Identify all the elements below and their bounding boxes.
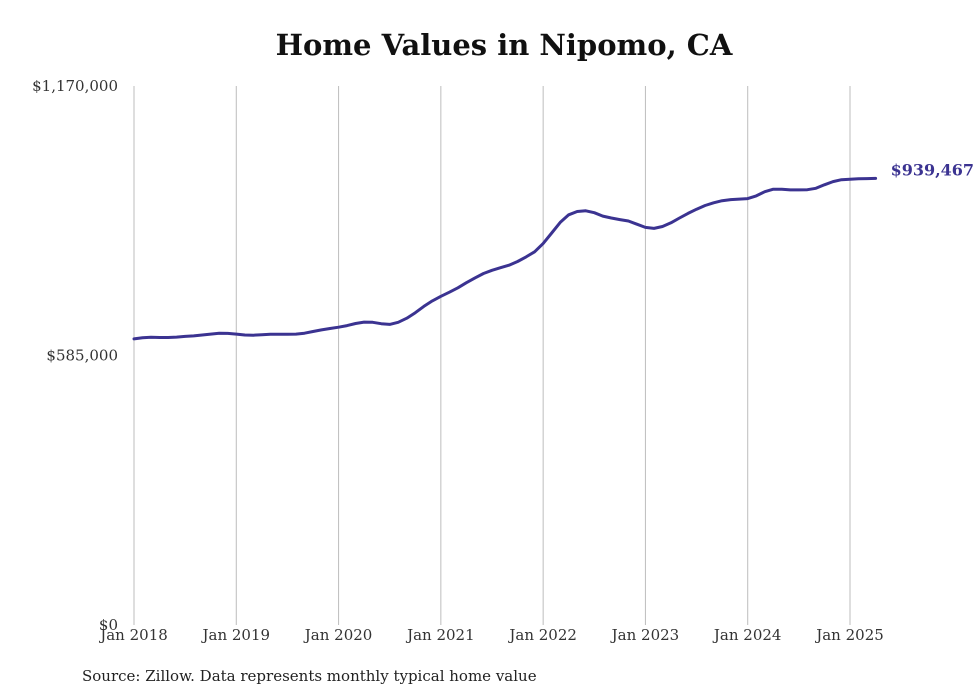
x-tick-label: Jan 2018	[98, 626, 168, 644]
x-tick-label: Jan 2022	[507, 626, 577, 644]
x-tick-label: Jan 2025	[814, 626, 884, 644]
end-label-layer: $939,467	[891, 160, 975, 179]
y-tick-label: $0	[99, 616, 118, 634]
y-axis-ticks: $0 $585,000 $1,170,000	[32, 77, 118, 634]
x-tick-label: Jan 2023	[610, 626, 680, 644]
series-line	[132, 176, 878, 341]
x-tick-label: Jan 2019	[201, 626, 271, 644]
source-note: Source: Zillow. Data represents monthly …	[82, 667, 537, 685]
y-tick-label: $1,170,000	[32, 77, 118, 95]
x-tick-label: Jan 2024	[712, 626, 782, 644]
x-axis-ticks: Jan 2018 Jan 2019 Jan 2020 Jan 2021 Jan 2022…	[98, 626, 884, 644]
end-value-label: $939,467	[891, 160, 975, 179]
y-tick-label: $585,000	[46, 347, 118, 365]
x-tick-label: Jan 2021	[405, 626, 475, 644]
chart-title: Home Values in Nipomo, CA	[275, 28, 733, 62]
gridlines	[133, 86, 851, 625]
x-tick-label: Jan 2020	[303, 626, 373, 644]
series-line-layer	[132, 176, 878, 341]
